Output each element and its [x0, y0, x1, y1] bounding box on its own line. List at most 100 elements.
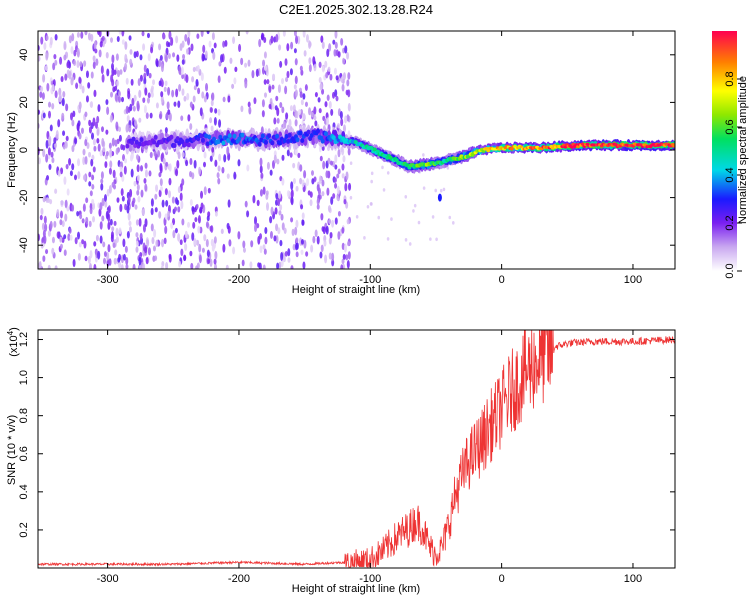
spectrogram-noise-cell	[280, 77, 284, 85]
y-tick-label: 20	[18, 96, 30, 108]
spectrogram-noise-cell	[129, 58, 133, 66]
spectrogram-noise-cell	[89, 101, 93, 108]
spectrogram-noise-cell	[160, 186, 164, 192]
spectrogram-noise-cell	[49, 199, 53, 205]
spectrogram-noise-cell	[204, 50, 208, 59]
spectrogram-noise-cell	[269, 230, 273, 239]
spectrogram-noise-cell	[76, 60, 80, 69]
spectrogram-noise-cell	[386, 171, 390, 175]
spectrogram-signal-cell	[286, 139, 291, 144]
spectrogram-noise-cell	[284, 251, 288, 257]
spectrogram-noise-cell	[119, 171, 123, 178]
spectrogram-noise-cell	[195, 203, 199, 210]
spectrogram-noise-cell	[279, 204, 283, 211]
x-tick-label: -300	[97, 573, 119, 585]
spectrogram-noise-cell	[326, 94, 330, 101]
spectrogram-noise-cell	[167, 109, 171, 115]
spectrogram-noise-cell	[109, 148, 113, 158]
spectrogram-noise-cell	[136, 189, 140, 196]
spectrogram-noise-cell	[178, 260, 182, 268]
spectrogram-noise-cell	[64, 199, 68, 209]
spectrogram-noise-cell	[179, 239, 183, 246]
spectrogram-noise-cell	[172, 230, 176, 239]
spectrogram-noise-cell	[161, 199, 165, 208]
spectrogram-noise-cell	[288, 118, 292, 128]
spectrogram-noise-cell	[179, 192, 183, 202]
spectrogram-noise-cell	[74, 174, 78, 181]
spectrogram-noise-cell	[59, 236, 63, 243]
spectrogram-noise-cell	[203, 151, 207, 159]
spectrogram-noise-cell	[153, 150, 157, 157]
spectrogram-noise-cell	[213, 236, 217, 244]
spectrogram-noise-cell	[89, 250, 93, 259]
spectrogram-noise-cell	[222, 40, 226, 48]
spectrogram-noise-cell	[122, 154, 126, 162]
spectrogram-noise-cell	[136, 184, 140, 191]
spectrogram-noise-cell	[302, 31, 306, 38]
spectrogram-noise-cell	[435, 237, 438, 242]
spectrogram-noise-cell	[141, 208, 145, 216]
spectrogram-noise-cell	[328, 43, 332, 52]
colorbar-label: Normalized spectral amplitude	[737, 76, 749, 224]
spectrogram-noise-cell	[370, 171, 374, 176]
spectrogram-noise-cell	[105, 210, 109, 220]
spectrogram-noise-cell	[337, 168, 341, 175]
spectrogram-noise-cell	[327, 205, 331, 213]
spectrogram-noise-cell	[422, 153, 425, 157]
spectrogram-signal-cell	[257, 141, 262, 147]
spectrogram-noise-cell	[290, 181, 294, 191]
spectrogram-noise-cell	[82, 156, 86, 166]
spectrogram-noise-cell	[346, 114, 350, 122]
spectrogram-noise-cell	[322, 160, 326, 170]
spectrogram-noise-cell	[316, 198, 320, 206]
spectrogram-signal-cell	[282, 138, 287, 143]
spectrogram-noise-cell	[323, 239, 327, 247]
spectrogram-signal-cell	[260, 133, 265, 139]
spectrogram-noise-cell	[209, 225, 213, 232]
spectrogram-noise-cell	[207, 258, 211, 264]
spectrogram-noise-cell	[217, 165, 221, 172]
spectrogram-noise-cell	[298, 109, 302, 116]
spectrogram-noise-cell	[124, 158, 128, 164]
spectrogram-noise-cell	[71, 204, 75, 212]
spectrogram-noise-cell	[314, 91, 318, 98]
spectrogram-noise-cell	[47, 230, 51, 237]
spectrogram-noise-cell	[302, 112, 306, 121]
spectrogram-noise-cell	[80, 31, 84, 39]
spectrogram-noise-cell	[284, 85, 288, 95]
spectrogram-noise-cell	[193, 159, 197, 169]
spectrogram-signal-cell	[230, 138, 235, 144]
spectrogram-noise-cell	[311, 178, 315, 185]
spectrogram-noise-cell	[330, 108, 334, 116]
spectrogram-noise-cell	[355, 215, 359, 219]
spectrogram-noise-cell	[342, 57, 346, 65]
spectrogram-noise-cell	[422, 186, 426, 190]
spectrogram-noise-cell	[44, 223, 48, 232]
spectrogram-noise-cell	[209, 155, 213, 162]
spectrogram-noise-cell	[211, 92, 215, 101]
spectrogram-noise-cell	[201, 247, 205, 253]
spectrogram-noise-cell	[92, 138, 96, 146]
spectrogram-noise-cell	[346, 52, 350, 60]
spectrogram-noise-cell	[136, 100, 140, 110]
spectrogram-noise-cell	[285, 112, 289, 120]
chart-title: C2E1.2025.302.13.28.R24	[279, 2, 433, 17]
spectrogram-signal-cell	[298, 130, 303, 136]
spectrogram-noise-cell	[96, 115, 100, 124]
spectrogram-noise-cell	[155, 184, 159, 192]
x-tick-label: -100	[359, 274, 381, 286]
spectrogram-noise-cell	[226, 173, 230, 179]
spectrogram-noise-cell	[71, 119, 75, 127]
spectrogram-noise-cell	[134, 119, 138, 127]
spectrogram-noise-cell	[299, 177, 303, 185]
spectrogram-signal-cell	[284, 134, 289, 139]
spectrogram-noise-cell	[126, 205, 130, 214]
spectrogram-noise-cell	[220, 228, 224, 235]
spectrogram-noise-cell	[297, 35, 301, 45]
spectrogram-noise-cell	[99, 202, 103, 211]
spectrogram-noise-cell	[190, 43, 194, 52]
spectrogram-noise-cell	[327, 66, 331, 72]
spectrogram-noise-cell	[203, 234, 207, 242]
spectrogram-signal-cell	[569, 145, 574, 149]
spectrogram-signal-cell	[137, 141, 142, 147]
